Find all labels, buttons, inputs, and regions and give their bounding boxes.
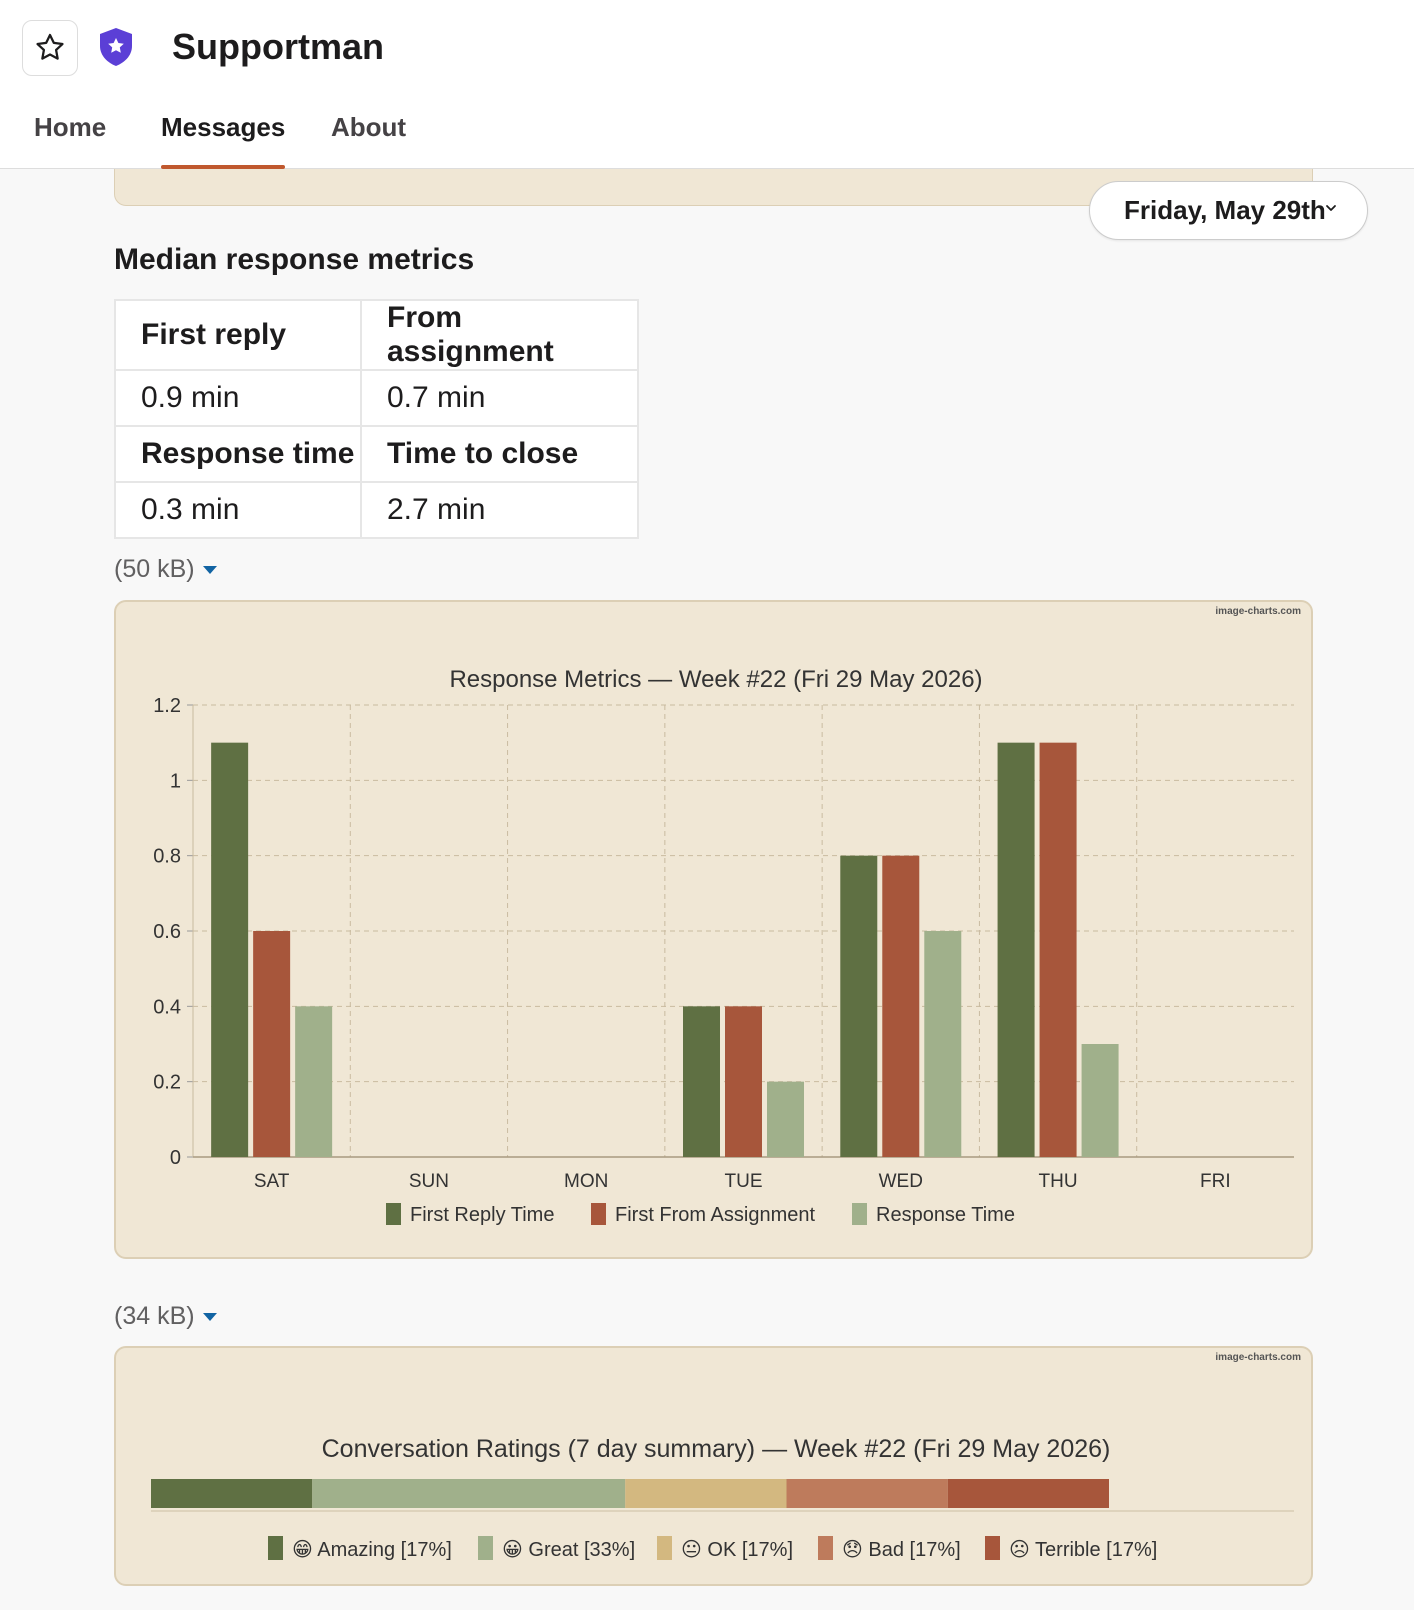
stacked-segment xyxy=(786,1479,948,1508)
legend-label: Response Time xyxy=(876,1204,1015,1226)
bar-chart-svg: image-charts.com Response Metrics — Week … xyxy=(153,606,1301,1226)
table-header-cell: First reply xyxy=(114,299,362,371)
tab-messages[interactable]: Messages xyxy=(161,112,286,169)
y-tick-label: 0.2 xyxy=(153,1072,181,1094)
app-header: Supportman Home Messages About xyxy=(0,0,1414,169)
legend-swatch xyxy=(852,1203,867,1225)
table-row: First reply From assignment xyxy=(114,299,639,371)
legend-swatch xyxy=(657,1536,672,1560)
table-row: Response time Time to close xyxy=(114,425,639,483)
bar xyxy=(683,1006,720,1157)
legend-swatch xyxy=(478,1536,493,1560)
star-icon xyxy=(36,33,64,60)
section-title: Median response metrics xyxy=(114,243,475,276)
tab-about[interactable]: About xyxy=(331,112,407,142)
legend-label: 😀 Great [33%] xyxy=(502,1539,635,1561)
x-tick-label: MON xyxy=(564,1171,608,1192)
bar xyxy=(1081,1044,1119,1157)
chart-title: Conversation Ratings (7 day summary) — W… xyxy=(322,1435,1111,1463)
attachment-size-toggle[interactable]: (34 kB) xyxy=(114,1302,217,1331)
attachment-size-label: (34 kB) xyxy=(114,1302,195,1330)
x-tick-label: FRI xyxy=(1200,1171,1231,1192)
metrics-table: First reply From assignment 0.9 min 0.7 … xyxy=(114,299,639,539)
y-tick-label: 0.6 xyxy=(153,921,181,943)
table-cell: 0.9 min xyxy=(114,369,362,427)
table-header-cell: Response time xyxy=(114,425,362,483)
bar xyxy=(295,1006,333,1157)
bar xyxy=(725,1006,762,1157)
table-row: 0.3 min 2.7 min xyxy=(114,481,639,539)
stacked-segment xyxy=(312,1479,626,1508)
stacked-segment xyxy=(947,1479,1109,1508)
table-header-cell: Time to close xyxy=(360,425,639,483)
table-row: 0.9 min 0.7 min xyxy=(114,369,639,427)
chart-title: Response Metrics — Week #22 (Fri 29 May … xyxy=(449,666,982,693)
y-tick-label: 0.8 xyxy=(153,846,181,868)
caret-down-icon xyxy=(202,565,217,574)
y-tick-label: 0 xyxy=(170,1147,181,1169)
favorite-button[interactable] xyxy=(22,20,78,76)
tab-home[interactable]: Home xyxy=(34,112,107,142)
x-tick-label: SAT xyxy=(254,1171,290,1192)
table-cell: 0.7 min xyxy=(360,369,639,427)
attachment-size-toggle[interactable]: (50 kB) xyxy=(114,555,217,584)
attachment-size-label: (50 kB) xyxy=(114,555,195,583)
stacked-segment xyxy=(151,1479,313,1508)
y-tick-label: 0.4 xyxy=(153,996,181,1018)
x-tick-label: SUN xyxy=(409,1171,449,1192)
conversation-ratings-chart[interactable]: image-charts.com Conversation Ratings (7 … xyxy=(114,1346,1313,1586)
bar xyxy=(1039,742,1077,1157)
y-tick-label: 1.2 xyxy=(153,695,181,717)
legend-label: First Reply Time xyxy=(410,1204,554,1226)
legend-swatch xyxy=(818,1536,833,1560)
legend-label: First From Assignment xyxy=(615,1204,815,1226)
x-tick-label: WED xyxy=(879,1171,923,1192)
legend-swatch xyxy=(386,1203,401,1225)
bar xyxy=(997,742,1035,1157)
y-tick-label: 1 xyxy=(170,770,181,792)
app-title: Supportman xyxy=(172,26,384,67)
stacked-segment xyxy=(625,1479,787,1508)
bar xyxy=(767,1081,804,1157)
x-tick-label: TUE xyxy=(725,1171,763,1192)
bar xyxy=(211,742,249,1157)
date-picker-label: Friday, May 29th xyxy=(1124,195,1326,225)
x-tick-label: THU xyxy=(1039,1171,1078,1192)
caret-down-icon xyxy=(202,1312,217,1321)
bar xyxy=(253,931,291,1157)
legend-label: 😐 OK [17%] xyxy=(681,1539,793,1561)
app-shield-icon xyxy=(100,28,132,66)
legend-label: 😞 Bad [17%] xyxy=(842,1539,961,1561)
table-header-cell: From assignment xyxy=(360,299,639,371)
response-metrics-chart[interactable]: image-charts.com Response Metrics — Week … xyxy=(114,600,1313,1259)
watermark: image-charts.com xyxy=(1215,1352,1301,1363)
chevron-down-icon xyxy=(1326,205,1336,211)
legend-swatch xyxy=(985,1536,1000,1560)
watermark: image-charts.com xyxy=(1215,606,1301,617)
legend-label: ☹ Terrible [17%] xyxy=(1009,1539,1157,1561)
legend-swatch xyxy=(591,1203,606,1225)
bar xyxy=(882,855,920,1157)
date-picker-button[interactable]: Friday, May 29th xyxy=(1089,181,1368,240)
bar xyxy=(840,855,878,1157)
table-cell: 0.3 min xyxy=(114,481,362,539)
legend-label: 😁 Amazing [17%] xyxy=(292,1539,452,1561)
legend-swatch xyxy=(268,1536,283,1560)
table-cell: 2.7 min xyxy=(360,481,639,539)
stacked-bar-chart-svg: image-charts.com Conversation Ratings (7 … xyxy=(151,1352,1301,1561)
bar xyxy=(924,931,962,1157)
